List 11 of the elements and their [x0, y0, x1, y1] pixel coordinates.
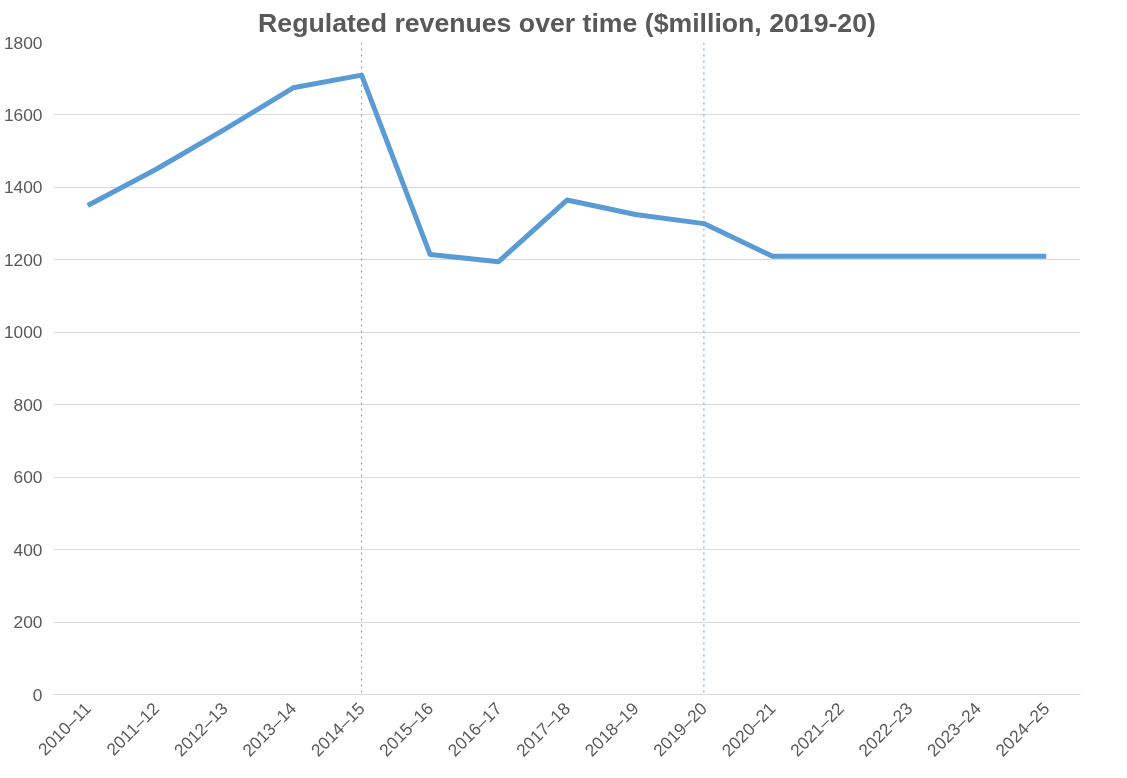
- y-tick-label: 600: [13, 467, 43, 488]
- chart-title: Regulated revenues over time ($million, 2019-20): [258, 7, 876, 38]
- y-tick-label: 800: [13, 394, 43, 415]
- y-tick-label: 1400: [3, 177, 43, 198]
- y-tick-label: 0: [32, 684, 43, 705]
- y-tick-label: 1000: [3, 322, 43, 343]
- y-tick-label: 1800: [3, 32, 43, 53]
- y-tick-label: 400: [13, 539, 43, 560]
- y-tick-label: 200: [13, 612, 43, 633]
- y-tick-label: 1600: [3, 104, 43, 125]
- y-tick-label: 1200: [3, 249, 43, 270]
